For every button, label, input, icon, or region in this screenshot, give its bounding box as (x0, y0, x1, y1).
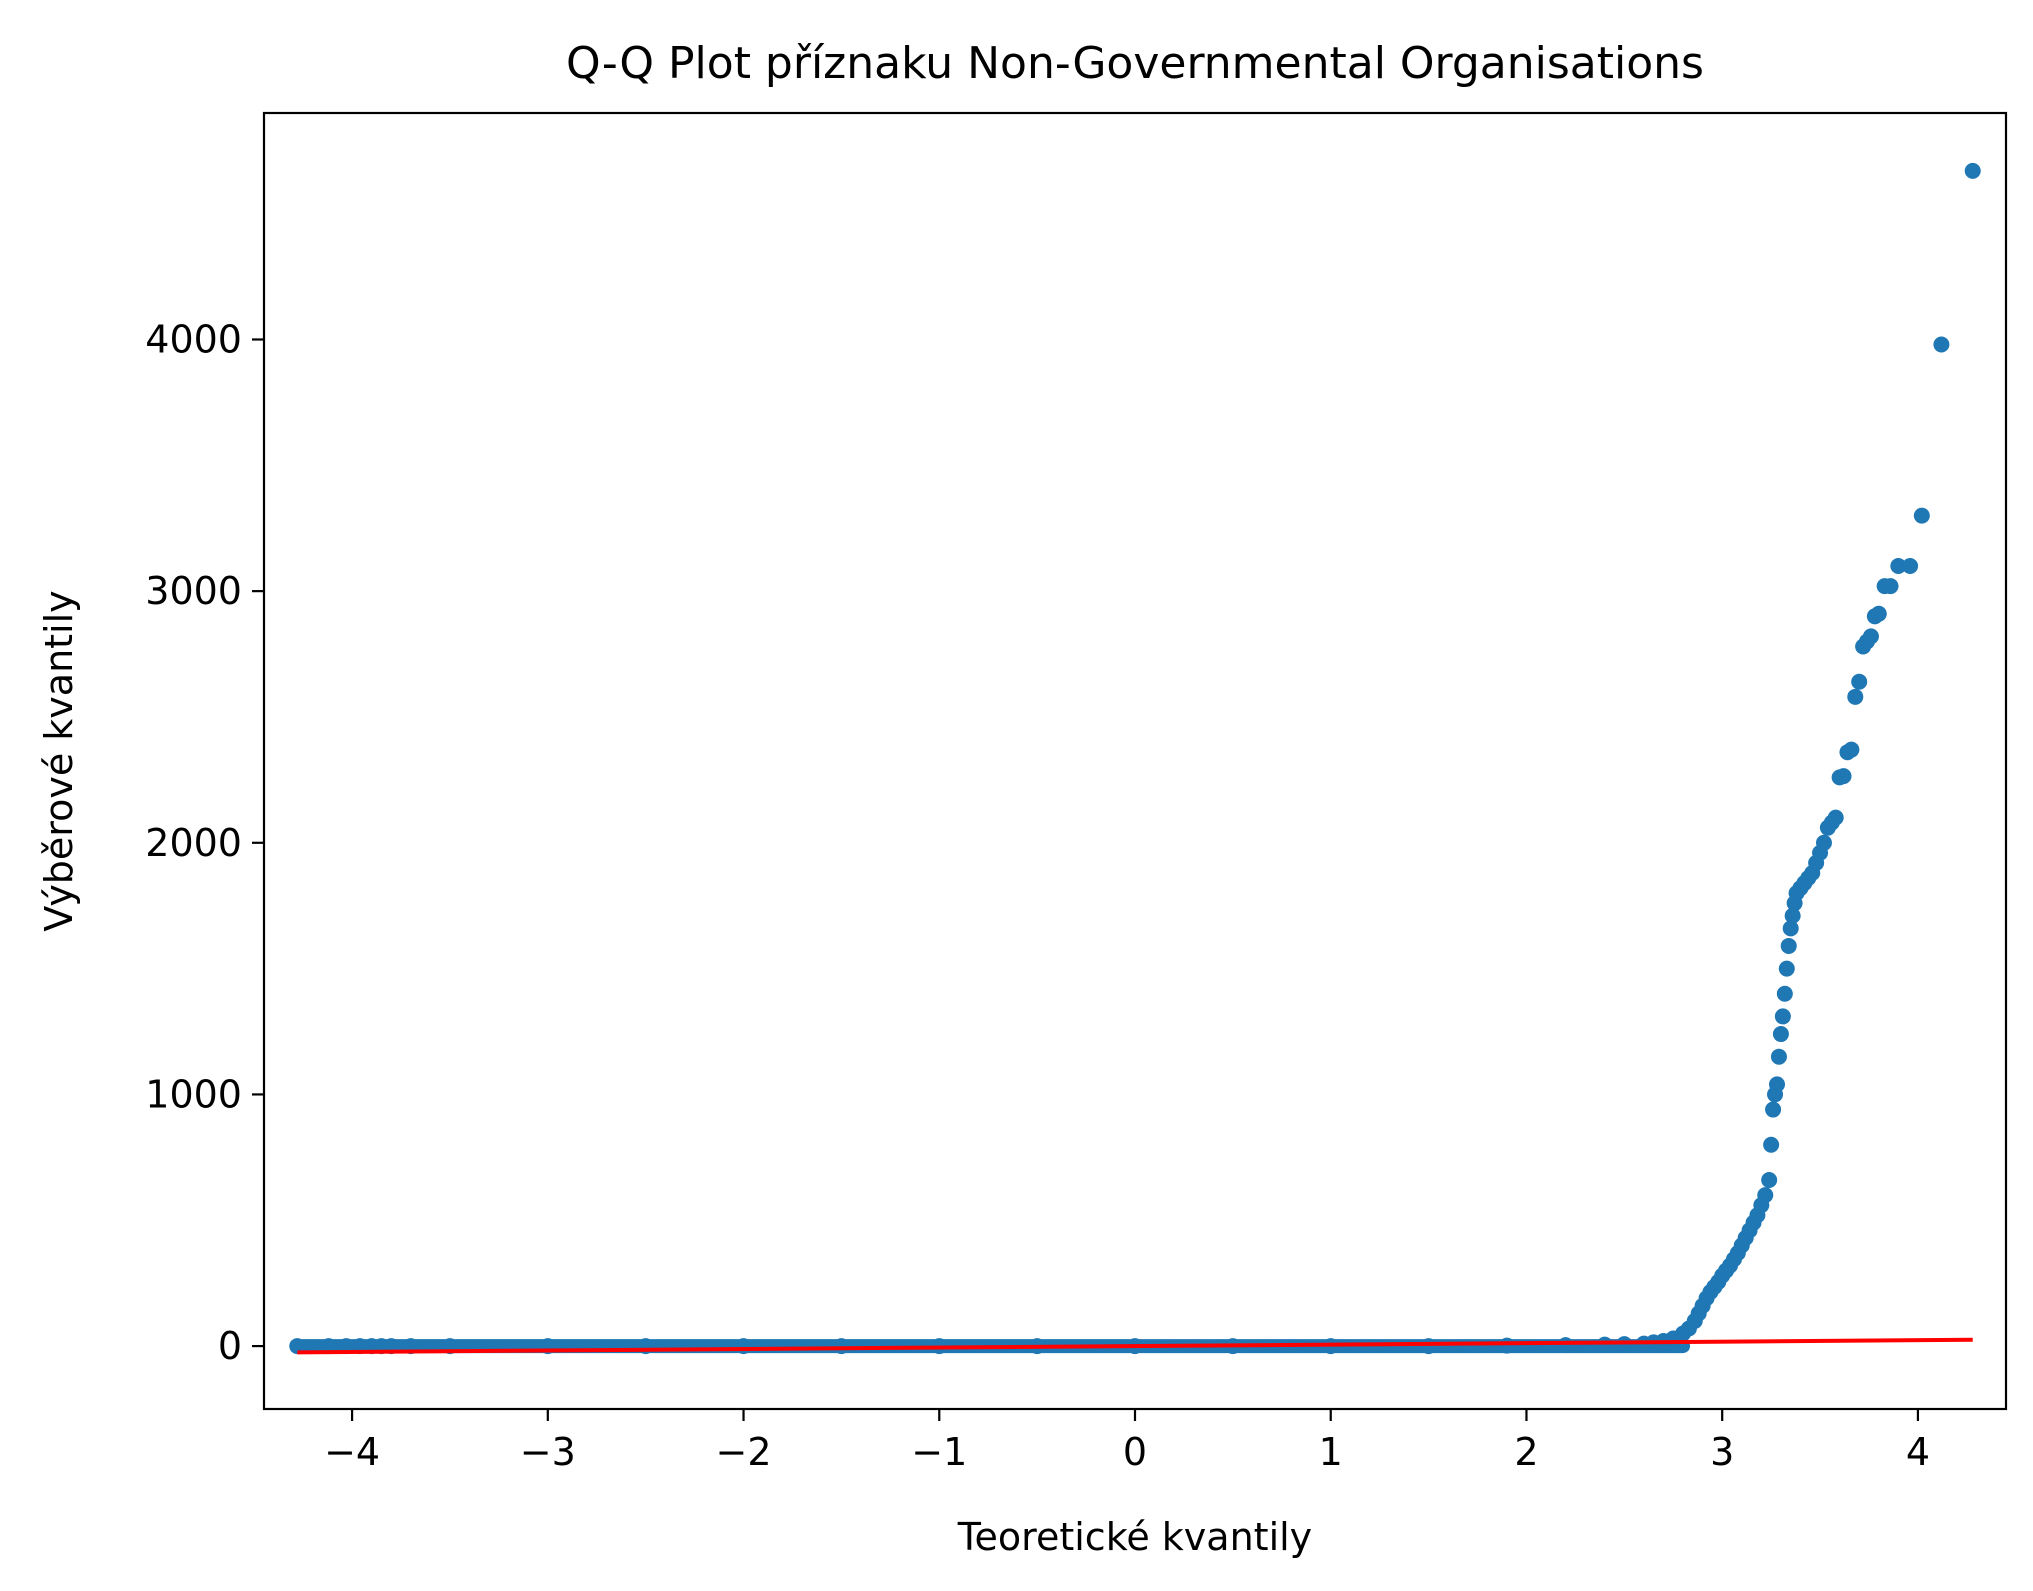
plot-area-frame (262, 111, 2008, 1411)
x-axis-label: Teoretické kvantily (957, 1515, 1312, 1559)
x-tick-label: 2 (1514, 1430, 1538, 1474)
qq-point (320, 1338, 337, 1355)
qq-point (1765, 1101, 1782, 1118)
qq-point (1843, 741, 1860, 758)
plot-layer (289, 162, 1981, 1355)
qq-point (1757, 1187, 1774, 1204)
y-tick-label: 4000 (145, 317, 242, 361)
x-tick-label: −4 (324, 1430, 380, 1474)
qq-point (1761, 1171, 1778, 1188)
y-axis-label: Výběrové kvantily (37, 590, 81, 931)
qq-point (1778, 960, 1795, 977)
qq-point (1780, 937, 1797, 954)
qq-point (1890, 557, 1907, 574)
x-tick-label: −3 (520, 1430, 576, 1474)
qq-point (1763, 1136, 1780, 1153)
qq-point (1770, 1048, 1787, 1065)
qq-point (1847, 688, 1864, 705)
qq-point (1557, 1337, 1574, 1354)
y-tick-label: 1000 (145, 1072, 242, 1116)
qq-point (1902, 557, 1919, 574)
qq-point (1933, 336, 1950, 353)
qq-point (1420, 1338, 1437, 1355)
chart-title: Q-Q Plot příznaku Non-Governmental Organ… (566, 38, 1704, 89)
reference-fit-line (297, 1337, 1973, 1355)
x-tick-label: 4 (1906, 1430, 1930, 1474)
x-tick-label: 0 (1123, 1430, 1147, 1474)
qq-point (1784, 907, 1801, 924)
x-tick-label: 1 (1319, 1430, 1343, 1474)
qq-point (833, 1338, 850, 1355)
qq-point (1768, 1076, 1785, 1093)
qq-point (1815, 834, 1832, 851)
qq-point (1772, 1026, 1789, 1043)
qq-point (1851, 673, 1868, 690)
x-tick-label: −1 (911, 1430, 967, 1474)
qq-point (1498, 1337, 1515, 1354)
qq-point (735, 1338, 752, 1355)
qq-point (1913, 507, 1930, 524)
y-axis-ticks: 0 1000 2000 3000 4000 (145, 317, 264, 1368)
y-tick-label: 2000 (145, 821, 242, 865)
qq-point (1882, 578, 1899, 595)
x-axis-ticks: −4 −3 −2 −1 0 1 2 3 4 (324, 1409, 1930, 1474)
y-tick-label: 0 (218, 1324, 242, 1368)
qq-point (1782, 920, 1799, 937)
qq-point (1827, 809, 1844, 826)
qq-point (1774, 1008, 1791, 1025)
qq-point (289, 1338, 306, 1355)
x-tick-label: −2 (716, 1430, 772, 1474)
qq-point (1776, 985, 1793, 1002)
qq-point (1835, 768, 1852, 785)
qq-point (1870, 605, 1887, 622)
qq-point (1964, 162, 1981, 179)
qq-point (1862, 628, 1879, 645)
x-tick-label: 3 (1710, 1430, 1734, 1474)
y-tick-label: 3000 (145, 569, 242, 613)
